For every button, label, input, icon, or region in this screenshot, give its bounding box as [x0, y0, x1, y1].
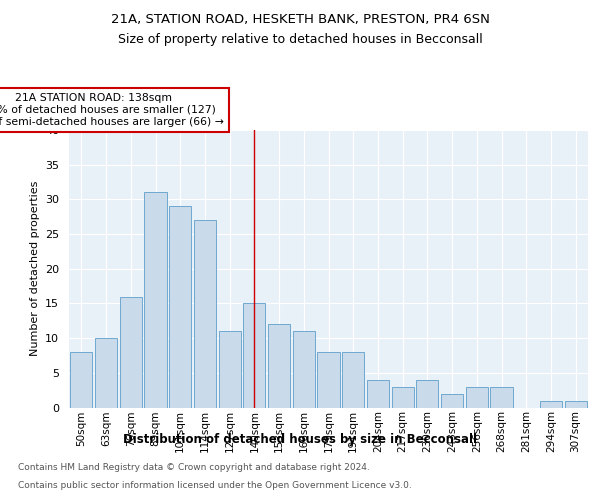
Bar: [540, 400, 562, 407]
Bar: [169, 206, 191, 408]
Text: Size of property relative to detached houses in Becconsall: Size of property relative to detached ho…: [118, 32, 482, 46]
Bar: [95, 338, 117, 407]
Bar: [317, 352, 340, 408]
Y-axis label: Number of detached properties: Number of detached properties: [29, 181, 40, 356]
Text: Contains public sector information licensed under the Open Government Licence v3: Contains public sector information licen…: [18, 481, 412, 490]
Text: 21A STATION ROAD: 138sqm
← 65% of detached houses are smaller (127)
34% of semi-: 21A STATION ROAD: 138sqm ← 65% of detach…: [0, 94, 224, 126]
Bar: [194, 220, 216, 408]
Bar: [367, 380, 389, 407]
Bar: [466, 386, 488, 407]
Text: 21A, STATION ROAD, HESKETH BANK, PRESTON, PR4 6SN: 21A, STATION ROAD, HESKETH BANK, PRESTON…: [110, 12, 490, 26]
Bar: [490, 386, 512, 407]
Bar: [268, 324, 290, 407]
Bar: [145, 192, 167, 408]
Bar: [392, 386, 414, 407]
Text: Distribution of detached houses by size in Becconsall: Distribution of detached houses by size …: [123, 432, 477, 446]
Bar: [565, 400, 587, 407]
Bar: [441, 394, 463, 407]
Text: Contains HM Land Registry data © Crown copyright and database right 2024.: Contains HM Land Registry data © Crown c…: [18, 462, 370, 471]
Bar: [119, 296, 142, 408]
Bar: [342, 352, 364, 408]
Bar: [218, 331, 241, 407]
Bar: [416, 380, 439, 407]
Bar: [243, 304, 265, 408]
Bar: [70, 352, 92, 408]
Bar: [293, 331, 315, 407]
